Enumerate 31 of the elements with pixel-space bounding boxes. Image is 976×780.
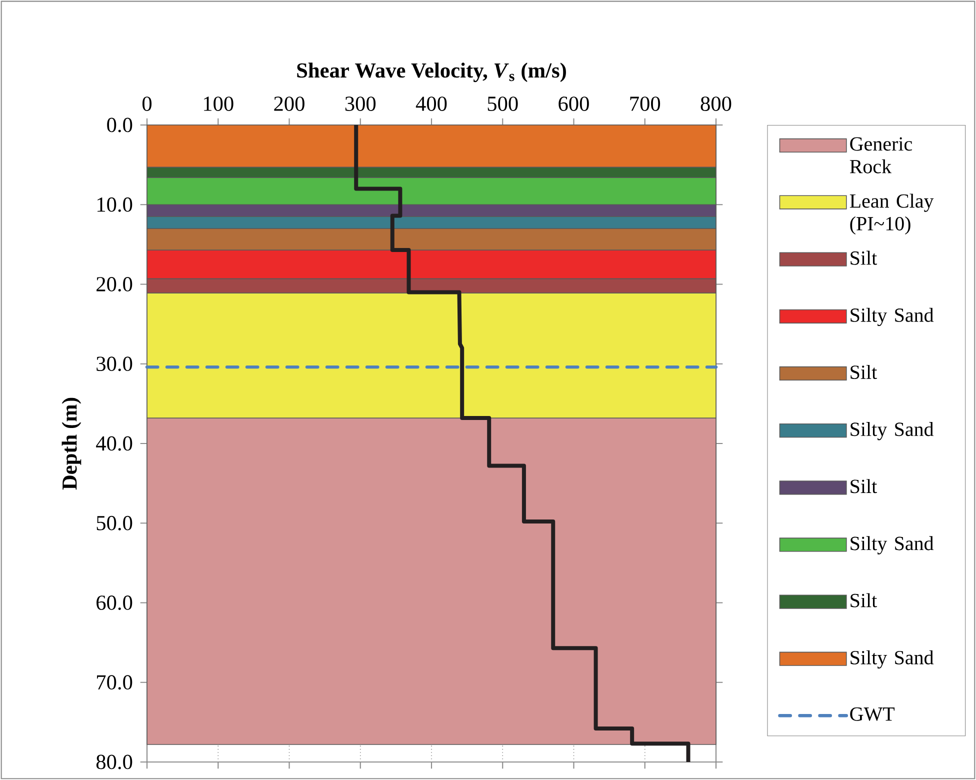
legend-label: Generic Rock bbox=[850, 137, 912, 174]
legend-label: Silty Sand bbox=[850, 422, 934, 440]
legend-label: Silt bbox=[850, 479, 878, 494]
x-tick-label: 700 bbox=[630, 96, 660, 111]
x-tick-label: 600 bbox=[558, 96, 589, 111]
x-tick-label: 400 bbox=[416, 96, 447, 111]
x-axis-title: Shear Wave Velocity, V$_{s}$ (m/s) bbox=[297, 62, 566, 82]
x-tick-label: 200 bbox=[274, 96, 304, 111]
y-tick-label: 20.0 bbox=[96, 277, 132, 292]
y-tick-label: 10.0 bbox=[98, 197, 132, 212]
legend-label: GWT bbox=[850, 707, 895, 721]
x-tick-label: 800 bbox=[700, 96, 732, 111]
y-tick-label: 30.0 bbox=[96, 356, 132, 372]
legend-label: Silt bbox=[850, 593, 878, 608]
legend-label: Silty Sand bbox=[850, 536, 934, 554]
y-tick-label: 50.0 bbox=[96, 516, 132, 530]
legend-label: Silt bbox=[850, 250, 878, 265]
legend-label: Lean Clay (PI~10) bbox=[850, 194, 934, 235]
y-tick-label: 0.0 bbox=[107, 118, 132, 132]
x-tick-label: 300 bbox=[345, 96, 376, 111]
x-tick-label: 500 bbox=[488, 96, 518, 111]
legend-label: Silty Sand bbox=[850, 650, 934, 669]
y-axis-title: Depth (m) bbox=[62, 398, 82, 490]
y-tick-label: 80.0 bbox=[96, 754, 132, 770]
legend-label: Silty Sand bbox=[850, 308, 934, 326]
legend-label: Silt bbox=[850, 364, 878, 380]
x-tick-label: 0 bbox=[142, 96, 152, 111]
y-tick-label: 40.0 bbox=[96, 436, 132, 451]
y-tick-label: 70.0 bbox=[97, 675, 132, 690]
x-tick-label: 100 bbox=[204, 96, 234, 111]
y-tick-label: 60.0 bbox=[96, 596, 132, 610]
